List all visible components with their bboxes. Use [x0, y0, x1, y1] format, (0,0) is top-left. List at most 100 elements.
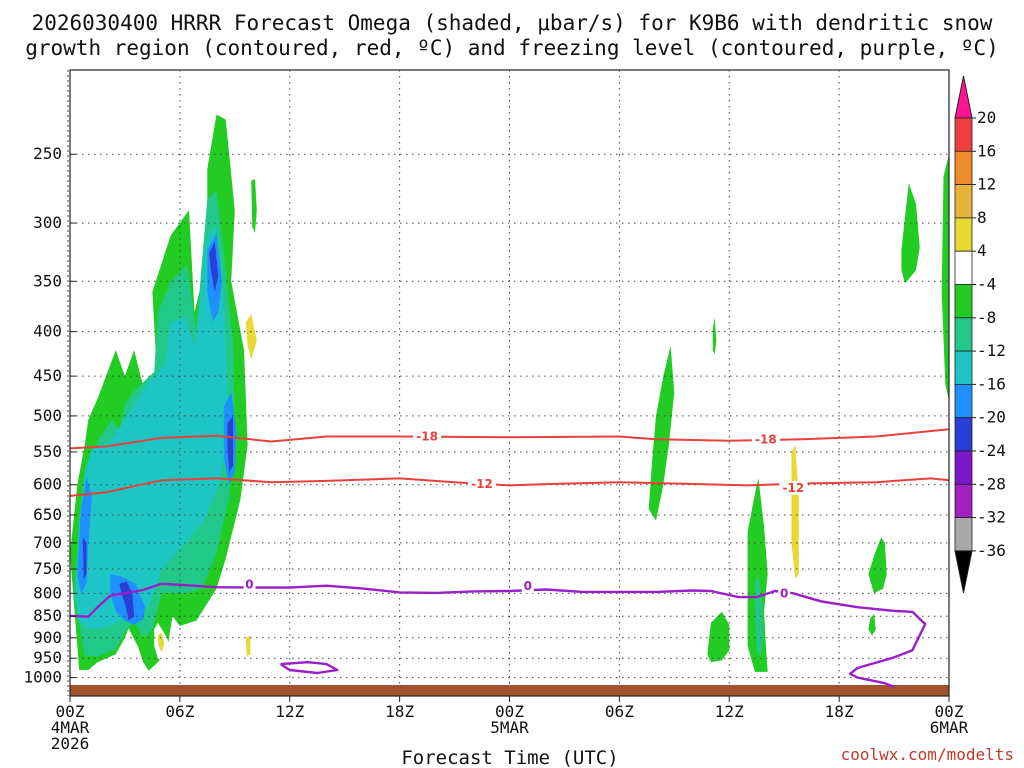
- x-tick-label-0-1: 4MAR: [51, 718, 90, 737]
- omega-region-13: [240, 575, 255, 661]
- colorbar-box-8: [954, 350, 973, 385]
- x-tick-label-4-1: 5MAR: [490, 718, 529, 737]
- colorbar-label-8: -16: [977, 374, 1006, 393]
- omega-region-26: [712, 317, 717, 355]
- contour-label-bg-freezing_0C-0: [243, 577, 256, 592]
- colorbar-label-1: 16: [977, 141, 996, 160]
- contour-label-bg-dgz_-18C-1: [751, 432, 780, 447]
- omega-region-2: [75, 225, 230, 630]
- omega-region-16: [353, 553, 453, 657]
- x-tick-label-8-0: 00Z: [935, 702, 964, 721]
- y-tick-label-950: 950: [33, 648, 62, 667]
- contour-label-freezing_0C-0: 0: [245, 577, 253, 591]
- omega-region-29: [868, 537, 887, 594]
- omega-region-10: [82, 537, 87, 579]
- colorbar-label-12: -32: [977, 508, 1006, 527]
- omega-region-3: [77, 477, 92, 594]
- omega-region-22: [157, 632, 165, 653]
- omega-region-17: [738, 216, 763, 327]
- omega-region-8: [209, 241, 219, 292]
- omega-region-25: [648, 345, 675, 521]
- colorbar-box-4: [954, 217, 973, 252]
- chart-title-line2: growth region (contoured, red, ºC) and f…: [25, 36, 999, 60]
- omega-region-27: [707, 611, 730, 663]
- y-tick-label-600: 600: [33, 475, 62, 494]
- contour-label-dgz_-18C-1: -18: [755, 432, 777, 446]
- colorbar-label-4: 4: [977, 241, 987, 260]
- x-tick-label-5-0: 06Z: [605, 702, 634, 721]
- colorbar-label-9: -20: [977, 408, 1006, 427]
- x-tick-label-0-2: 2026: [51, 734, 90, 753]
- x-tick-label-6-0: 12Z: [715, 702, 744, 721]
- omega-region-31: [901, 183, 920, 284]
- omega-region-30: [868, 614, 876, 636]
- y-tick-label-400: 400: [33, 322, 62, 341]
- contour-label-bg-freezing_0C-2: [778, 586, 791, 601]
- contour-label-bg-dgz_-12C-0: [468, 477, 497, 492]
- terrain-ground-bar: [70, 685, 949, 696]
- x-tick-label-0-0: 00Z: [56, 702, 85, 721]
- x-tick-label-3-0: 18Z: [385, 702, 414, 721]
- omega-region-15: [298, 376, 330, 520]
- omega-region-21: [791, 445, 799, 579]
- colorbar-legend: 20 16 12 8 4 -4 -8 -12 -16 -20 -24 -28 -32 -36: [954, 75, 1006, 593]
- colorbar-box-13: [954, 517, 973, 552]
- y-tick-label-850: 850: [33, 606, 62, 625]
- contour-label-freezing_0C-2: 0: [780, 586, 788, 600]
- x-tick-label-7-0: 18Z: [825, 702, 854, 721]
- colorbar-label-3: 8: [977, 208, 987, 227]
- y-tick-label-250: 250: [33, 144, 62, 163]
- x-tick-label-8-1: 6MAR: [930, 718, 969, 737]
- chart-title-line1: 2026030400 HRRR Forecast Omega (shaded, …: [32, 11, 993, 35]
- y-tick-label-650: 650: [33, 505, 62, 524]
- credit-text: coolwx.com/modelts: [841, 745, 1014, 764]
- y-tick-label-450: 450: [33, 366, 62, 385]
- y-tick-label-800: 800: [33, 583, 62, 602]
- y-tick-label-900: 900: [33, 628, 62, 647]
- colorbar-box-6: [954, 284, 973, 319]
- colorbar-label-7: -12: [977, 341, 1006, 360]
- contour-label-dgz_-18C-0: -18: [416, 429, 438, 443]
- colorbar-label-6: -8: [977, 308, 996, 327]
- colorbar-label-2: 12: [977, 175, 996, 194]
- contour-freezing_0C: [70, 582, 927, 689]
- y-tick-label-750: 750: [33, 559, 62, 578]
- contour-label-bg-freezing_0C-1: [521, 579, 534, 594]
- y-tick-label-1000: 1000: [23, 668, 62, 687]
- contour-label-bg-dgz_-18C-0: [413, 429, 442, 444]
- x-tick-label-2-0: 12Z: [275, 702, 304, 721]
- y-tick-label-350: 350: [33, 271, 62, 290]
- omega-region-24: [251, 179, 257, 233]
- contour-label-bg-dgz_-12C-1: [779, 480, 808, 495]
- colorbar-top-arrow: [954, 75, 973, 119]
- omega-region-9: [227, 415, 233, 472]
- x-tick-label-1-0: 06Z: [165, 702, 194, 721]
- y-tick-label-700: 700: [33, 533, 62, 552]
- colorbar-bottom-arrow: [954, 550, 973, 593]
- x-axis-label: Forecast Time (UTC): [401, 747, 618, 768]
- colorbar-box-3: [954, 184, 973, 219]
- contour-layer: -18 -18 -12 -12 0 0 0: [70, 428, 949, 689]
- contour-label-freezing_0C-1: 0: [524, 579, 532, 593]
- colorbar-label-5: -4: [977, 275, 996, 294]
- omega-region-20: [245, 314, 257, 359]
- colorbar-label-13: -36: [977, 541, 1006, 560]
- x-tick-label-4-0: 00Z: [495, 702, 524, 721]
- contour-label-dgz_-12C-1: -12: [783, 481, 805, 495]
- colorbar-box-7: [954, 317, 973, 352]
- y-tick-label-300: 300: [33, 213, 62, 232]
- gridlines: [67, 70, 949, 696]
- colorbar-box-9: [954, 383, 973, 419]
- y-tick-label-550: 550: [33, 442, 62, 461]
- y-axis-ticks: 250 300 350 400 450 500 550 600 650 700 750 800 850 9…: [23, 144, 76, 687]
- colorbar-box-1: [954, 117, 973, 152]
- colorbar-label-10: -24: [977, 441, 1006, 460]
- contour-dgz_-18C: [70, 428, 949, 450]
- colorbar-box-5: [954, 250, 973, 285]
- colorbar-box-10: [954, 417, 973, 452]
- colorbar-box-12: [954, 483, 973, 518]
- colorbar-label-11: -28: [977, 474, 1006, 493]
- contour-freezing_0C_closed: [279, 661, 339, 675]
- contour-label-dgz_-12C-0: -12: [471, 477, 493, 491]
